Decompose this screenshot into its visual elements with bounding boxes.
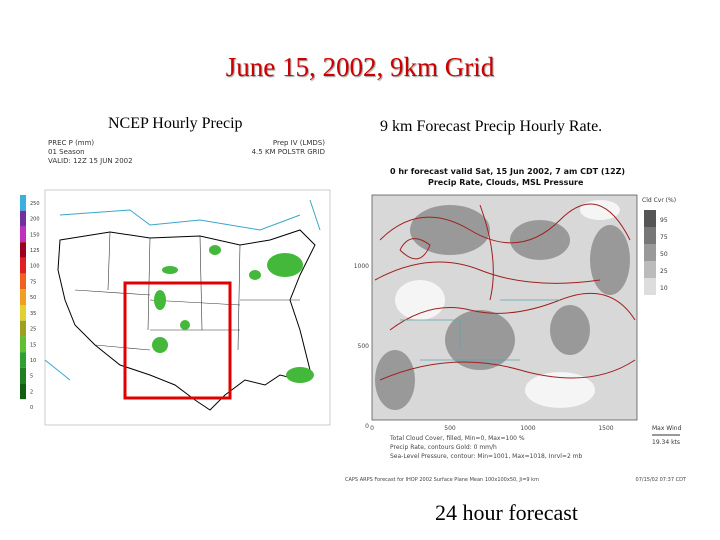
colorbar-label: 150 (30, 232, 40, 238)
colorbar-swatch (20, 289, 26, 305)
colorbar-label: 35 (30, 311, 36, 317)
colorbar-swatch (20, 210, 26, 227)
colorbar-label: 0 (30, 405, 33, 411)
precip-areas (152, 245, 314, 383)
colorbar-swatch (20, 195, 26, 211)
colorbar-swatch (20, 399, 26, 415)
header-text: 0 hr forecast valid Sat, 15 Jun 2002, 7 … (390, 167, 625, 176)
right-caption: 9 km Forecast Precip Hourly Rate. (380, 118, 603, 135)
wind-label: Max Wind (652, 425, 682, 432)
colorbar-swatch (20, 273, 26, 290)
legend-title: Cld Cvr (%) (642, 197, 676, 204)
timestamp: 07/15/02 07:37 CDT (636, 477, 687, 483)
map-annotations: 0 hr forecast valid Sat, 15 Jun 2002, 7 … (345, 167, 687, 483)
colorbar-swatch (20, 305, 26, 321)
colorbar-swatch (644, 278, 656, 295)
x-tick-label: 0 (370, 425, 374, 432)
pressure-contours (374, 203, 636, 381)
plot-frame (371, 194, 638, 421)
wind-value: 19.34 kts (652, 439, 680, 446)
header-text: 01 Season (48, 148, 85, 156)
colorbar-label: 200 (30, 217, 40, 223)
header-text: 4.5 KM POLSTR GRID (252, 148, 325, 156)
colorbar-swatch (20, 352, 26, 368)
right-map: 95 75 50 25 10 0 hr forecast valid Sat, 15 J… (345, 167, 687, 483)
colorbar: 95 75 50 25 10 (644, 210, 668, 295)
colorbar-label: 250 (30, 201, 40, 207)
footer-text: Precip Rate, contours Gold: 0 mm/h (390, 444, 497, 451)
colorbar-swatch (20, 242, 26, 258)
colorbar-swatch (20, 336, 26, 353)
colorbar-label: 15 (30, 342, 36, 348)
us-outline (57, 229, 316, 411)
x-tick-label: 1000 (520, 425, 535, 432)
colorbar-label: 5 (30, 374, 33, 380)
y-tick-label: 1000 (354, 263, 369, 270)
colorbar-swatch (644, 210, 656, 227)
x-tick-label: 1500 (598, 425, 613, 432)
header-text: PREC P (mm) (48, 139, 94, 147)
colorbar-label: 25 (660, 268, 668, 275)
header-text: VALID: 12Z 15 JUN 2002 (48, 157, 133, 165)
colorbar-swatch (644, 261, 656, 278)
colorbar: 250 200 150 125 100 75 50 35 25 15 10 5 2 0 (20, 195, 40, 415)
state-lines (400, 299, 560, 361)
colorbar-swatch (20, 383, 26, 400)
map-frame (44, 189, 331, 426)
footer-text: Total Cloud Cover, filled, Min=0, Max=10… (389, 435, 525, 442)
left-caption: NCEP Hourly Precip (108, 115, 243, 132)
colorbar-label: 50 (660, 251, 668, 258)
left-map: 250 200 150 125 100 75 50 35 25 15 10 5 2 0 PREC P (m… (20, 139, 331, 426)
footer-text: Sea-Level Pressure, contour: Min=1001, M… (390, 453, 583, 460)
slide-title: June 15, 2002, 9km Grid (225, 52, 495, 82)
y-tick-label: 500 (358, 343, 370, 350)
borders (44, 199, 321, 381)
colorbar-swatch (20, 257, 26, 274)
bottom-caption: 24 hour forecast (435, 500, 578, 525)
highlight-box (123, 281, 232, 400)
colorbar-swatch (644, 244, 656, 261)
colorbar-label: 10 (660, 285, 668, 292)
colorbar-label: 75 (30, 279, 36, 285)
colorbar-swatch (20, 226, 26, 243)
x-tick-label: 500 (444, 425, 456, 432)
cloud-dense (375, 205, 630, 410)
colorbar-label: 10 (30, 358, 36, 364)
credit: CAPS ARPS Forecast for IHOP 2002 Surface… (345, 477, 539, 483)
cloud-clear (395, 200, 620, 408)
colorbar-label: 25 (30, 327, 36, 333)
colorbar-label: 75 (660, 234, 668, 241)
y-tick-label: 0 (365, 423, 369, 430)
header-text: Prep IV (LMDS) (273, 139, 325, 147)
colorbar-swatch (20, 367, 26, 384)
colorbar-label: 100 (30, 264, 40, 270)
colorbar-swatch (20, 320, 26, 337)
colorbar-label: 2 (30, 389, 33, 395)
colorbar-label: 125 (30, 248, 40, 254)
colorbar-label: 50 (30, 295, 36, 301)
colorbar-label: 95 (660, 217, 668, 224)
colorbar-swatch (644, 227, 656, 244)
header-text: Precip Rate, Clouds, MSL Pressure (428, 178, 584, 187)
